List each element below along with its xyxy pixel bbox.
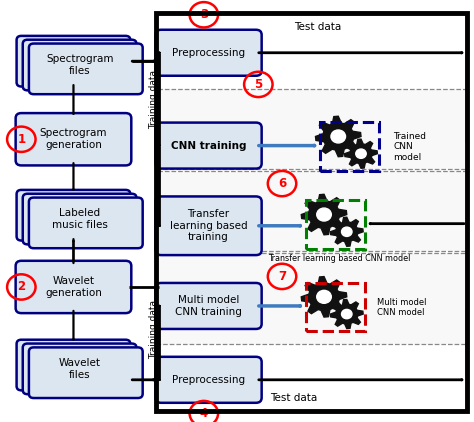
Polygon shape — [301, 194, 347, 235]
FancyBboxPatch shape — [17, 36, 130, 87]
Bar — [156, 171, 467, 251]
Polygon shape — [316, 116, 361, 157]
Bar — [306, 200, 365, 249]
FancyBboxPatch shape — [155, 122, 262, 168]
Circle shape — [342, 227, 352, 236]
FancyBboxPatch shape — [155, 30, 262, 76]
Text: Test data: Test data — [294, 22, 341, 32]
Text: Preprocessing: Preprocessing — [172, 375, 245, 385]
Text: Wavelet
generation: Wavelet generation — [45, 276, 102, 298]
FancyBboxPatch shape — [29, 197, 143, 248]
Text: CNN training: CNN training — [171, 141, 246, 151]
Text: Multi model
CNN model: Multi model CNN model — [377, 298, 426, 317]
FancyBboxPatch shape — [29, 347, 143, 398]
Text: 2: 2 — [17, 281, 26, 293]
FancyBboxPatch shape — [155, 283, 262, 329]
Text: 4: 4 — [200, 407, 208, 420]
Polygon shape — [301, 276, 347, 317]
Text: Wavelet
files: Wavelet files — [59, 358, 100, 380]
Polygon shape — [330, 300, 363, 329]
FancyBboxPatch shape — [29, 43, 143, 94]
Text: Training data: Training data — [150, 300, 158, 359]
Text: 3: 3 — [200, 8, 208, 21]
Bar — [320, 122, 379, 171]
Text: 5: 5 — [254, 78, 263, 91]
Circle shape — [342, 309, 352, 319]
Bar — [156, 13, 467, 411]
Bar — [306, 283, 365, 331]
Circle shape — [317, 290, 331, 303]
Bar — [156, 253, 467, 344]
FancyBboxPatch shape — [155, 196, 262, 255]
Bar — [156, 89, 467, 169]
Text: 1: 1 — [17, 133, 26, 146]
Text: Labeled
music files: Labeled music files — [52, 208, 108, 230]
Circle shape — [356, 149, 366, 158]
Text: Preprocessing: Preprocessing — [172, 48, 245, 58]
FancyBboxPatch shape — [16, 113, 131, 165]
Polygon shape — [345, 139, 377, 168]
Text: Test data: Test data — [270, 392, 318, 403]
Text: Multi model
CNN training: Multi model CNN training — [175, 295, 242, 317]
FancyBboxPatch shape — [17, 340, 130, 390]
Text: Spectrogram
generation: Spectrogram generation — [40, 128, 107, 150]
Text: Transfer learning based CNN model: Transfer learning based CNN model — [268, 254, 410, 263]
FancyBboxPatch shape — [16, 261, 131, 313]
Text: Transfer
learning based
training: Transfer learning based training — [170, 209, 247, 242]
Text: 6: 6 — [278, 177, 286, 190]
Text: 7: 7 — [278, 270, 286, 283]
FancyBboxPatch shape — [155, 357, 262, 403]
Text: Trained
CNN
model: Trained CNN model — [393, 132, 427, 162]
FancyBboxPatch shape — [23, 194, 137, 244]
Polygon shape — [330, 217, 363, 246]
FancyBboxPatch shape — [17, 190, 130, 241]
Circle shape — [317, 208, 331, 221]
Text: Training data: Training data — [150, 70, 158, 129]
FancyBboxPatch shape — [23, 40, 137, 90]
FancyBboxPatch shape — [23, 344, 137, 394]
Text: Spectrogram
files: Spectrogram files — [46, 54, 113, 76]
Circle shape — [331, 130, 346, 143]
